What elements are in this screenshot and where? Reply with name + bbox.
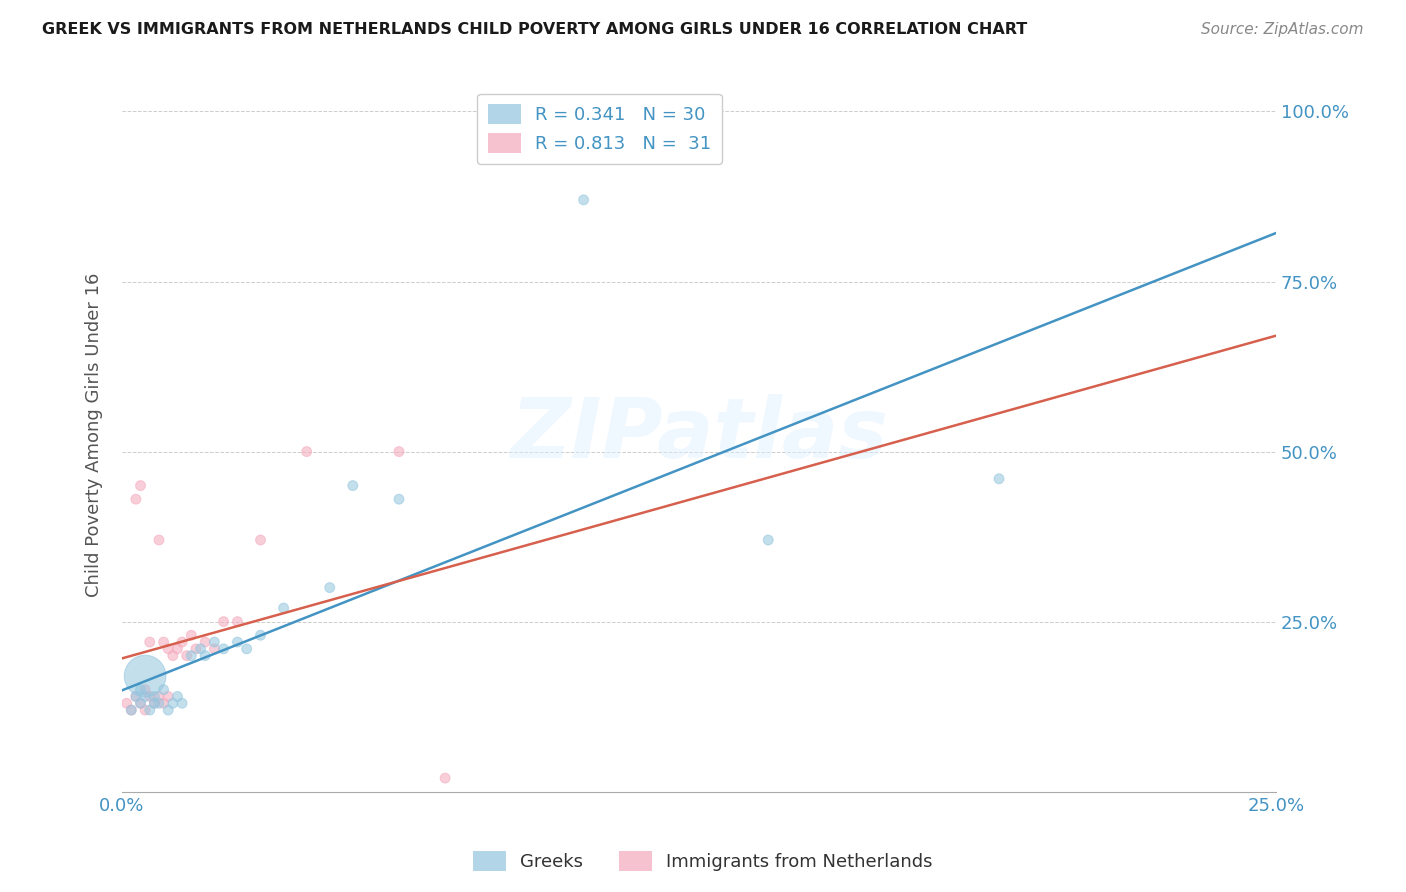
Point bbox=[226, 635, 249, 649]
Point bbox=[176, 648, 198, 663]
Point bbox=[120, 703, 142, 717]
Point bbox=[157, 703, 180, 717]
Point bbox=[295, 444, 318, 458]
Point bbox=[134, 682, 156, 697]
Point bbox=[388, 492, 411, 507]
Point bbox=[134, 690, 156, 704]
Legend: R = 0.341   N = 30, R = 0.813   N =  31: R = 0.341 N = 30, R = 0.813 N = 31 bbox=[477, 94, 723, 164]
Point bbox=[988, 472, 1011, 486]
Point bbox=[143, 690, 166, 704]
Point bbox=[129, 682, 152, 697]
Point bbox=[235, 641, 257, 656]
Point bbox=[572, 193, 595, 207]
Point bbox=[125, 492, 148, 507]
Point bbox=[148, 690, 170, 704]
Point bbox=[125, 690, 148, 704]
Point bbox=[212, 641, 235, 656]
Point bbox=[139, 635, 162, 649]
Point bbox=[115, 696, 138, 710]
Point bbox=[143, 696, 166, 710]
Point bbox=[129, 478, 152, 492]
Point bbox=[319, 581, 342, 595]
Point bbox=[342, 478, 364, 492]
Point bbox=[152, 635, 174, 649]
Point bbox=[184, 641, 207, 656]
Point bbox=[190, 641, 212, 656]
Legend: Greeks, Immigrants from Netherlands: Greeks, Immigrants from Netherlands bbox=[465, 844, 941, 879]
Point bbox=[170, 635, 193, 649]
Point bbox=[194, 648, 217, 663]
Point bbox=[166, 690, 188, 704]
Point bbox=[134, 703, 156, 717]
Point bbox=[194, 635, 217, 649]
Point bbox=[180, 648, 202, 663]
Point bbox=[152, 682, 174, 697]
Text: ZIPatlas: ZIPatlas bbox=[510, 394, 889, 475]
Point bbox=[166, 641, 188, 656]
Point bbox=[249, 628, 271, 642]
Point bbox=[152, 696, 174, 710]
Point bbox=[170, 696, 193, 710]
Y-axis label: Child Poverty Among Girls Under 16: Child Poverty Among Girls Under 16 bbox=[86, 272, 103, 597]
Point bbox=[434, 771, 457, 785]
Point bbox=[202, 635, 225, 649]
Point bbox=[388, 444, 411, 458]
Point bbox=[249, 533, 271, 547]
Point bbox=[120, 703, 142, 717]
Point bbox=[129, 696, 152, 710]
Point bbox=[202, 641, 225, 656]
Point bbox=[134, 669, 156, 683]
Point bbox=[125, 690, 148, 704]
Point bbox=[180, 628, 202, 642]
Point bbox=[212, 615, 235, 629]
Point bbox=[157, 641, 180, 656]
Point bbox=[273, 601, 295, 615]
Text: GREEK VS IMMIGRANTS FROM NETHERLANDS CHILD POVERTY AMONG GIRLS UNDER 16 CORRELAT: GREEK VS IMMIGRANTS FROM NETHERLANDS CHI… bbox=[42, 22, 1028, 37]
Point bbox=[148, 696, 170, 710]
Point bbox=[139, 690, 162, 704]
Point bbox=[129, 696, 152, 710]
Point bbox=[148, 533, 170, 547]
Point bbox=[157, 690, 180, 704]
Point bbox=[143, 696, 166, 710]
Point bbox=[756, 533, 779, 547]
Point bbox=[162, 696, 184, 710]
Point bbox=[162, 648, 184, 663]
Point bbox=[139, 703, 162, 717]
Point bbox=[226, 615, 249, 629]
Text: Source: ZipAtlas.com: Source: ZipAtlas.com bbox=[1201, 22, 1364, 37]
